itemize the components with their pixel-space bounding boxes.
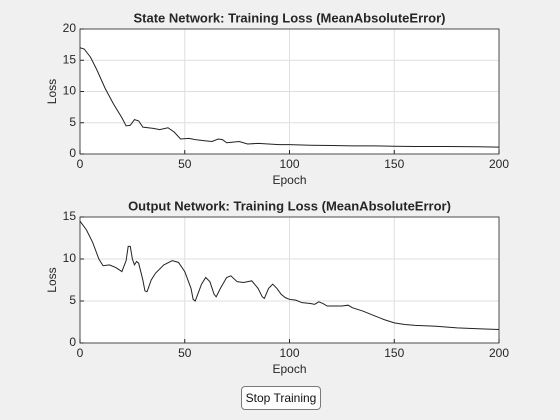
y-tick-label: 15 xyxy=(63,52,77,66)
axes-box xyxy=(79,28,500,155)
y-tick-label: 10 xyxy=(63,84,77,98)
x-tick-label: 200 xyxy=(489,157,509,171)
y-axis-label: Loss xyxy=(45,79,59,104)
x-axis-label: Epoch xyxy=(272,173,306,187)
axes-box xyxy=(79,216,500,344)
y-tick-label: 10 xyxy=(63,251,77,265)
y-tick-label: 5 xyxy=(69,115,76,129)
y-axis-label: Loss xyxy=(45,267,59,292)
y-tick-label: 0 xyxy=(69,335,76,349)
x-tick-label: 100 xyxy=(279,157,299,171)
x-axis-label: Epoch xyxy=(272,362,306,376)
loss-line xyxy=(79,47,500,148)
x-tick-label: 0 xyxy=(77,346,84,360)
stop-training-button[interactable]: Stop Training xyxy=(241,386,321,410)
y-tick-label: 0 xyxy=(69,146,76,160)
x-tick-label: 200 xyxy=(489,346,509,360)
x-tick-label: 100 xyxy=(279,346,299,360)
chart-title: State Network: Training Loss (MeanAbsolu… xyxy=(133,10,445,25)
x-tick-label: 150 xyxy=(384,157,404,171)
loss-line xyxy=(79,220,500,331)
y-tick-label: 5 xyxy=(69,293,76,307)
y-tick-label: 20 xyxy=(63,21,77,35)
x-tick-label: 50 xyxy=(178,157,192,171)
x-tick-label: 0 xyxy=(77,157,84,171)
y-tick-label: 15 xyxy=(63,209,77,223)
x-tick-label: 50 xyxy=(178,346,192,360)
chart-title: Output Network: Training Loss (MeanAbsol… xyxy=(128,198,451,213)
x-tick-label: 150 xyxy=(384,346,404,360)
